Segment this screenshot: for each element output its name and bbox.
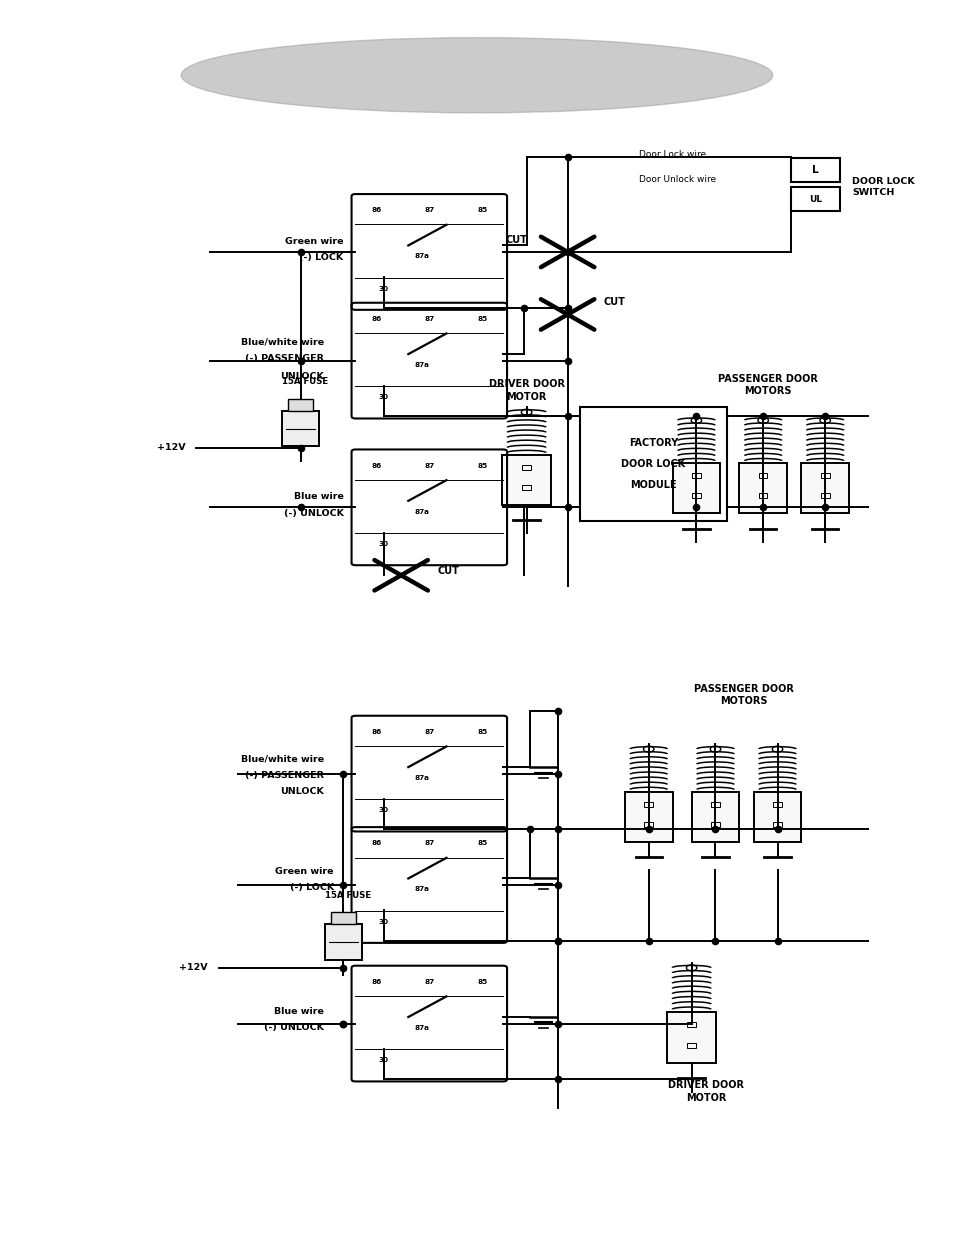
Ellipse shape <box>214 46 739 105</box>
Text: CUT: CUT <box>436 566 458 576</box>
Bar <box>692 493 700 498</box>
Bar <box>282 411 318 446</box>
Bar <box>578 406 726 521</box>
Text: 30: 30 <box>378 541 389 547</box>
Text: (-) LOCK: (-) LOCK <box>299 253 343 262</box>
Bar <box>624 792 672 842</box>
Text: Green wire: Green wire <box>275 867 334 876</box>
Text: 86: 86 <box>371 207 381 214</box>
Bar <box>686 1023 696 1028</box>
Text: 87a: 87a <box>414 509 429 515</box>
Text: (-) UNLOCK: (-) UNLOCK <box>264 1023 324 1032</box>
Text: +12V: +12V <box>157 443 186 452</box>
Text: 85: 85 <box>476 729 487 735</box>
Text: Blue wire: Blue wire <box>274 1007 324 1015</box>
Bar <box>790 158 840 183</box>
Text: 87a: 87a <box>414 253 429 259</box>
Text: 87: 87 <box>424 207 434 214</box>
Bar <box>522 466 530 471</box>
Text: +12V: +12V <box>179 963 208 972</box>
Text: UNLOCK: UNLOCK <box>280 787 324 797</box>
Text: 87a: 87a <box>414 362 429 368</box>
Bar <box>759 473 766 478</box>
Text: Green wire: Green wire <box>285 237 343 246</box>
Text: PASSENGER DOOR
MOTORS: PASSENGER DOOR MOTORS <box>718 374 817 396</box>
Text: UNLOCK: UNLOCK <box>280 372 324 380</box>
Bar <box>772 823 781 827</box>
Text: (-) PASSENGER: (-) PASSENGER <box>245 771 324 779</box>
Text: CUT: CUT <box>603 296 625 308</box>
Text: 15A FUSE: 15A FUSE <box>325 890 371 899</box>
Text: (-) PASSENGER: (-) PASSENGER <box>245 354 324 363</box>
Bar <box>801 463 848 514</box>
Bar <box>711 823 720 827</box>
Bar <box>325 924 361 960</box>
Bar <box>691 792 739 842</box>
Text: 86: 86 <box>371 316 381 322</box>
Text: DOOR LOCK: DOOR LOCK <box>620 459 685 469</box>
Bar <box>644 803 652 806</box>
Bar <box>753 792 801 842</box>
Bar <box>672 463 720 514</box>
Text: 85: 85 <box>476 207 487 214</box>
Text: 87: 87 <box>424 316 434 322</box>
Text: 87: 87 <box>424 979 434 986</box>
Bar <box>522 485 530 490</box>
Text: 86: 86 <box>371 979 381 986</box>
Text: FACTORY: FACTORY <box>628 438 678 448</box>
Text: UL: UL <box>808 195 821 204</box>
Bar <box>759 493 766 498</box>
Bar <box>711 803 720 806</box>
Text: 85: 85 <box>476 316 487 322</box>
Text: Door Lock wire: Door Lock wire <box>639 149 705 158</box>
Text: Blue/white wire: Blue/white wire <box>241 337 324 346</box>
Text: 30: 30 <box>378 1057 389 1063</box>
Bar <box>686 1042 696 1047</box>
Bar <box>790 188 840 211</box>
Text: 30: 30 <box>378 285 389 291</box>
Text: MODULE: MODULE <box>630 479 676 489</box>
Bar <box>644 823 652 827</box>
Text: 85: 85 <box>476 463 487 469</box>
Ellipse shape <box>181 37 772 112</box>
Text: (-) LOCK: (-) LOCK <box>290 883 334 892</box>
Bar <box>692 473 700 478</box>
Text: Blue wire: Blue wire <box>294 492 343 501</box>
Text: 30: 30 <box>378 808 389 814</box>
Text: 87a: 87a <box>414 774 429 781</box>
Bar <box>739 463 786 514</box>
Text: 86: 86 <box>371 463 381 469</box>
Bar <box>331 913 355 924</box>
Text: 85: 85 <box>476 841 487 846</box>
Text: Door Unlock wire: Door Unlock wire <box>639 175 716 184</box>
Bar <box>820 493 828 498</box>
Text: DOOR LOCK
SWITCH: DOOR LOCK SWITCH <box>851 177 914 196</box>
Text: 87: 87 <box>424 729 434 735</box>
Text: 87a: 87a <box>414 1025 429 1031</box>
Bar <box>820 473 828 478</box>
Text: (-) UNLOCK: (-) UNLOCK <box>283 509 343 519</box>
Bar <box>772 803 781 806</box>
Text: DRIVER DOOR
MOTOR: DRIVER DOOR MOTOR <box>488 379 564 401</box>
Bar <box>666 1011 716 1063</box>
Text: CUT: CUT <box>505 235 527 245</box>
Text: 85: 85 <box>476 979 487 986</box>
Text: 87a: 87a <box>414 887 429 893</box>
Text: 30: 30 <box>378 919 389 925</box>
Text: PASSENGER DOOR
MOTORS: PASSENGER DOOR MOTORS <box>694 684 793 706</box>
Text: 87: 87 <box>424 841 434 846</box>
Text: Blue/white wire: Blue/white wire <box>241 755 324 763</box>
Text: 86: 86 <box>371 841 381 846</box>
Text: DRIVER DOOR
MOTOR: DRIVER DOOR MOTOR <box>667 1081 743 1103</box>
Text: L: L <box>812 165 818 175</box>
Bar <box>501 456 551 505</box>
Text: 87: 87 <box>424 463 434 469</box>
Text: 15A FUSE: 15A FUSE <box>282 377 328 387</box>
Text: 86: 86 <box>371 729 381 735</box>
Bar <box>288 399 313 411</box>
Text: 30: 30 <box>378 394 389 400</box>
